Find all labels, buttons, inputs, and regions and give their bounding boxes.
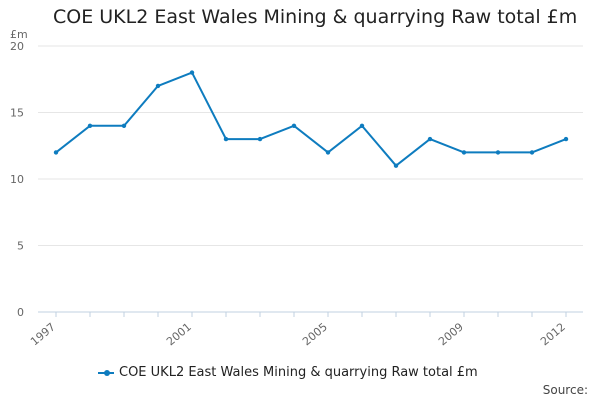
data-point-2007 [393,163,399,168]
x-tick-label-1997: 1997 [28,320,58,348]
legend-line-marker-icon [98,368,114,378]
data-point-2012 [563,136,569,142]
x-axis: 1997 2001 2005 2009 2012 [28,311,583,348]
legend-series-label: COE UKL2 East Wales Mining & quarrying R… [119,365,478,380]
y-unit-label: £m [10,28,28,41]
x-tick-label-2001: 2001 [164,320,194,348]
source-label: Source: [542,383,588,397]
data-point-2010 [495,150,501,155]
chart-title: COE UKL2 East Wales Mining & quarrying R… [53,6,578,28]
data-point-2005 [325,150,331,155]
series-layer [53,70,569,168]
legend[interactable]: COE UKL2 East Wales Mining & quarrying R… [98,365,478,380]
data-point-1997 [53,150,59,155]
data-point-2001 [189,70,195,75]
x-tick-label-2009: 2009 [436,320,466,348]
data-point-2009 [461,150,467,155]
gridlines [38,45,583,246]
y-tick-label-10: 10 [10,173,24,186]
y-tick-label-20: 20 [10,40,24,53]
series-line-0 [55,71,567,167]
data-point-2002 [223,136,229,142]
data-point-2003 [257,136,263,142]
data-point-2006 [359,123,365,128]
y-tick-label-0: 0 [17,306,24,319]
y-tick-label-15: 15 [10,107,24,120]
data-point-1998 [87,123,93,128]
data-point-2004 [291,123,297,128]
data-point-2000 [155,83,161,89]
data-point-2011 [529,150,535,155]
y-axis-ticks: 0 5 10 15 20 [10,40,24,319]
x-tick-label-2005: 2005 [300,320,330,348]
x-tick-label-2012: 2012 [538,320,568,348]
y-tick-label-5: 5 [17,240,24,253]
data-point-1999 [121,123,127,128]
data-point-2008 [427,136,433,142]
